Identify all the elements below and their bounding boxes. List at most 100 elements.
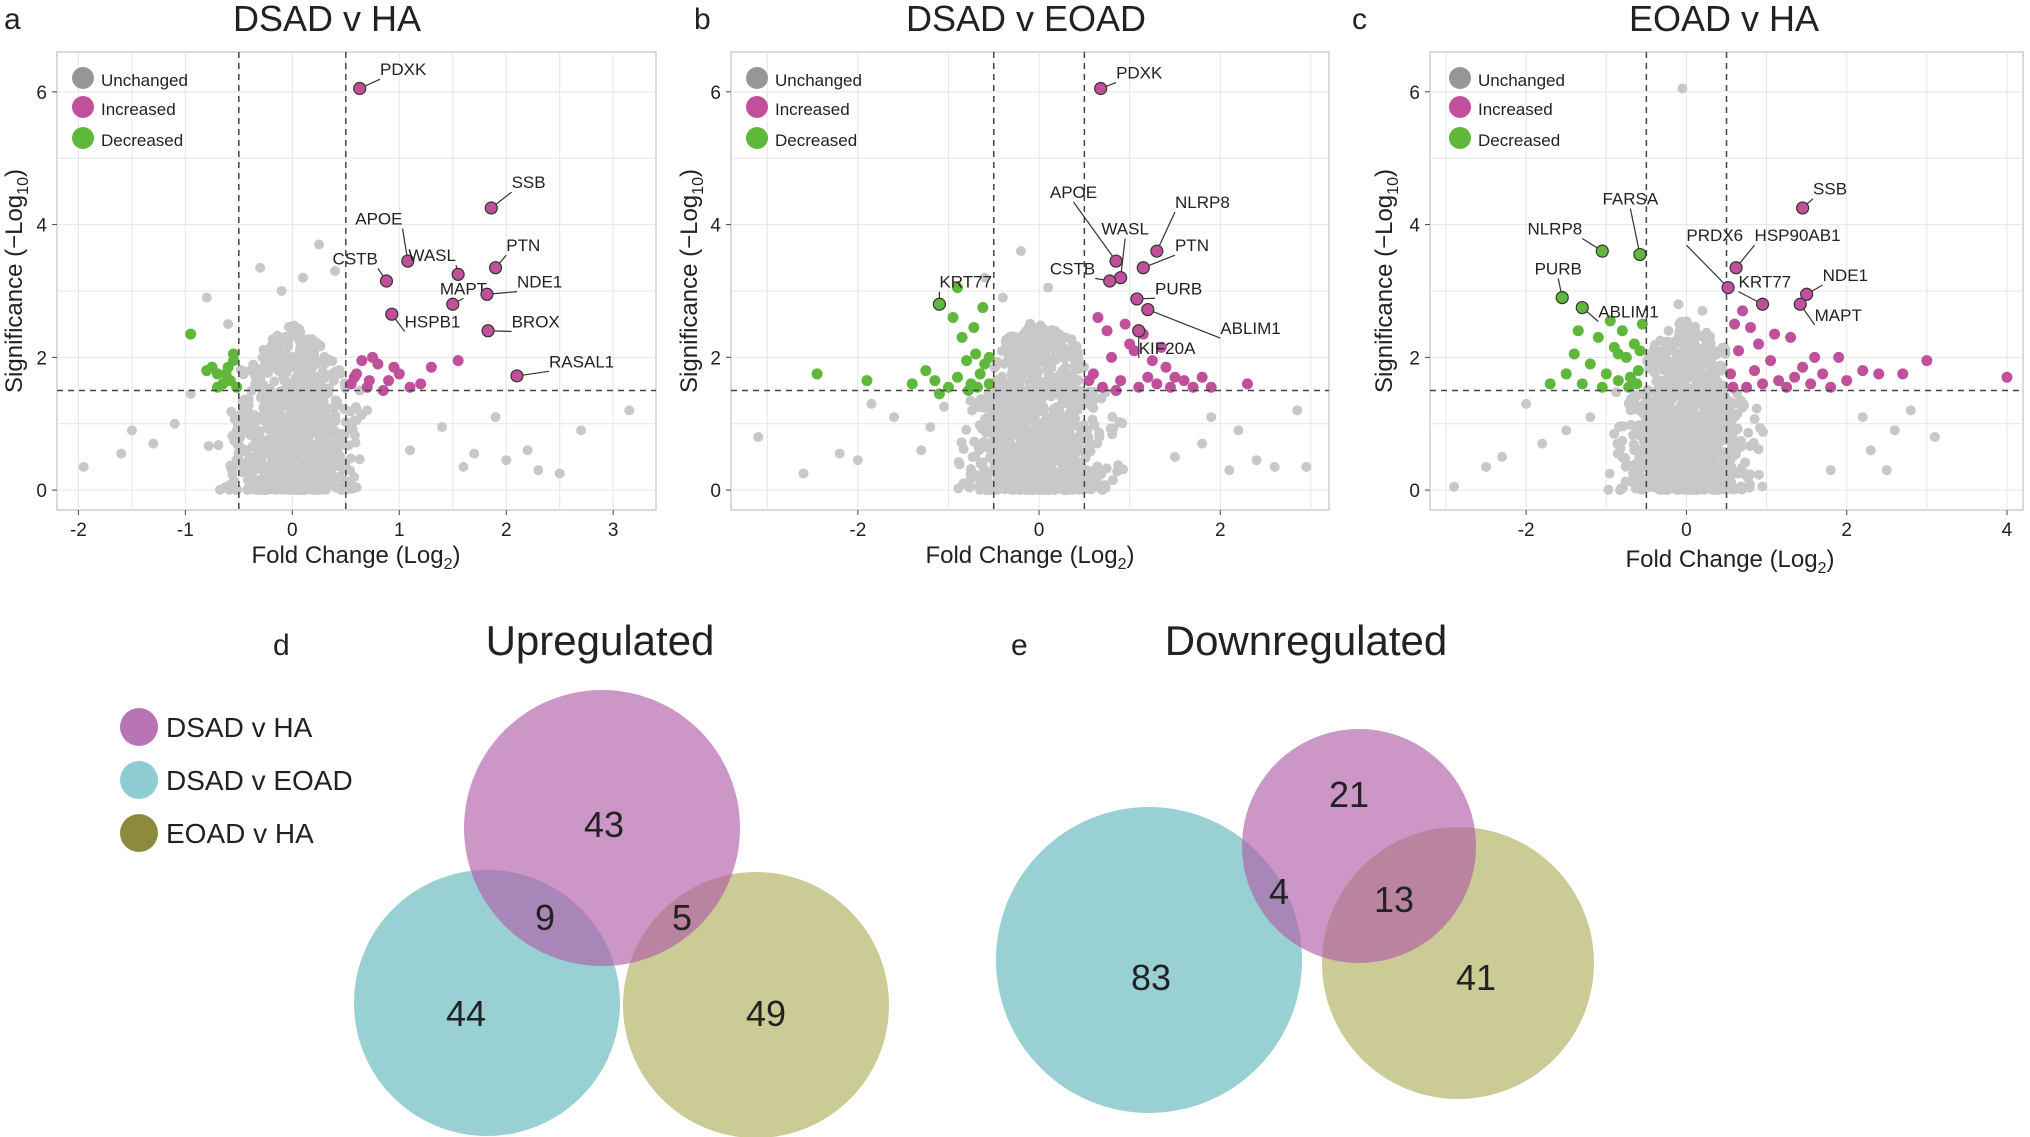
- unchanged-point: [316, 415, 327, 426]
- unchanged-point: [1677, 83, 1688, 94]
- unchanged-point: [1064, 457, 1075, 468]
- decreased-point: [185, 328, 197, 340]
- unchanged-point: [1037, 426, 1048, 437]
- venn-d-count-dsad-ha-eoad-ha: 5: [672, 897, 692, 938]
- increased-point: [1789, 371, 1801, 383]
- venn-d-count-dsad-ha-dsad-eoad: 9: [535, 897, 555, 938]
- unchanged-point: [889, 412, 900, 423]
- unchanged-point: [1008, 380, 1019, 391]
- unchanged-point: [987, 452, 998, 463]
- increased-point: [1857, 365, 1869, 377]
- unchanged-point: [1732, 408, 1743, 419]
- panel-b-legend: Unchanged Increased Decreased: [746, 67, 862, 150]
- unchanged-point: [215, 484, 226, 495]
- unchanged-point: [983, 468, 994, 479]
- unchanged-point: [1059, 353, 1070, 364]
- decreased-point: [1634, 345, 1646, 357]
- increased-point: [363, 375, 375, 387]
- decreased-point: [983, 378, 995, 390]
- unchanged-point: [343, 440, 354, 451]
- unchanged-point: [203, 441, 214, 452]
- panel-e-title: Downregulated: [1165, 617, 1448, 664]
- unchanged-point: [302, 414, 313, 425]
- unchanged-point: [256, 414, 267, 425]
- unchanged-point: [1015, 435, 1026, 446]
- unchanged-point: [292, 383, 303, 394]
- gene-label: NDE1: [517, 273, 562, 292]
- unchanged-point: [261, 400, 272, 411]
- unchanged-point: [1731, 424, 1742, 435]
- y-tick-label: 0: [36, 481, 47, 502]
- gene-point: [1575, 300, 1589, 315]
- unchanged-point: [1674, 325, 1685, 336]
- unchanged-point: [1561, 425, 1572, 436]
- unchanged-point: [282, 331, 293, 342]
- unchanged-point: [239, 459, 250, 470]
- gene-point: [1633, 247, 1647, 262]
- increased-point: [1749, 365, 1761, 377]
- gene-point: [1136, 261, 1150, 275]
- unchanged-point: [266, 480, 277, 491]
- unchanged-point: [1197, 438, 1208, 449]
- panel-d-title: Upregulated: [486, 617, 715, 664]
- decreased-point: [947, 312, 959, 324]
- decreased-point: [1612, 375, 1624, 387]
- unchanged-point: [229, 435, 240, 446]
- unchanged-point: [255, 262, 266, 273]
- venn-e-count-dsad-eoad-only: 83: [1131, 957, 1171, 998]
- venn-legend-dsad-ha-label: DSAD v HA: [166, 712, 313, 743]
- gene-point: [1103, 274, 1117, 288]
- panel-b-grid: [731, 52, 1329, 510]
- unchanged-point: [1664, 359, 1675, 370]
- unchanged-point: [1521, 398, 1532, 409]
- gene-point: [1555, 290, 1569, 305]
- unchanged-point: [469, 448, 480, 459]
- unchanged-point: [1700, 334, 1711, 345]
- venn-legend-dsad-eoad-swatch: [120, 761, 158, 799]
- unchanged-point: [1663, 325, 1674, 336]
- gene-leader-line: [1073, 201, 1117, 262]
- x-tick-label: -2: [1518, 520, 1535, 541]
- unchanged-point: [1719, 459, 1730, 470]
- increased-point: [1169, 371, 1181, 383]
- venn-legend-eoad-ha-label: EOAD v HA: [166, 818, 314, 849]
- unchanged-point: [339, 459, 350, 470]
- unchanged-point: [322, 474, 333, 485]
- unchanged-point: [1710, 409, 1721, 420]
- unchanged-point: [925, 422, 936, 433]
- unchanged-point: [1024, 458, 1035, 469]
- venn-d-count-eoad-ha-only: 49: [746, 993, 786, 1034]
- gene-point: [488, 261, 503, 275]
- unchanged-point: [996, 346, 1007, 357]
- unchanged-point: [1661, 431, 1672, 442]
- increased-point: [1809, 351, 1821, 363]
- increased-point: [1106, 351, 1118, 363]
- unchanged-point: [287, 445, 298, 456]
- panel-a-ticks: -2 -1 0 1 2 3 0 2 4 6: [36, 83, 618, 541]
- unchanged-point: [1001, 467, 1012, 478]
- unchanged-point: [965, 474, 976, 485]
- unchanged-point: [1074, 422, 1085, 433]
- unchanged-point: [1169, 451, 1180, 462]
- legend-unchanged-label: Unchanged: [775, 71, 862, 90]
- unchanged-point: [1655, 455, 1666, 466]
- unchanged-point: [313, 454, 324, 465]
- unchanged-point: [1074, 434, 1085, 445]
- increased-point: [1196, 371, 1208, 383]
- unchanged-point: [271, 420, 282, 431]
- increased-point: [356, 355, 368, 367]
- unchanged-point: [293, 358, 304, 369]
- increased-point: [1769, 328, 1781, 340]
- legend-increased-label: Increased: [101, 100, 176, 119]
- unchanged-point: [1603, 484, 1614, 495]
- gene-point: [480, 287, 494, 301]
- unchanged-point: [257, 450, 268, 461]
- legend-decreased-label: Decreased: [1478, 131, 1560, 150]
- unchanged-point: [1013, 338, 1024, 349]
- decreased-point: [952, 371, 964, 383]
- unchanged-point: [1702, 439, 1713, 450]
- gene-point: [1109, 254, 1123, 268]
- x-tick-label: 2: [1215, 520, 1226, 541]
- gene-point: [1755, 297, 1770, 311]
- unchanged-point: [1889, 425, 1900, 436]
